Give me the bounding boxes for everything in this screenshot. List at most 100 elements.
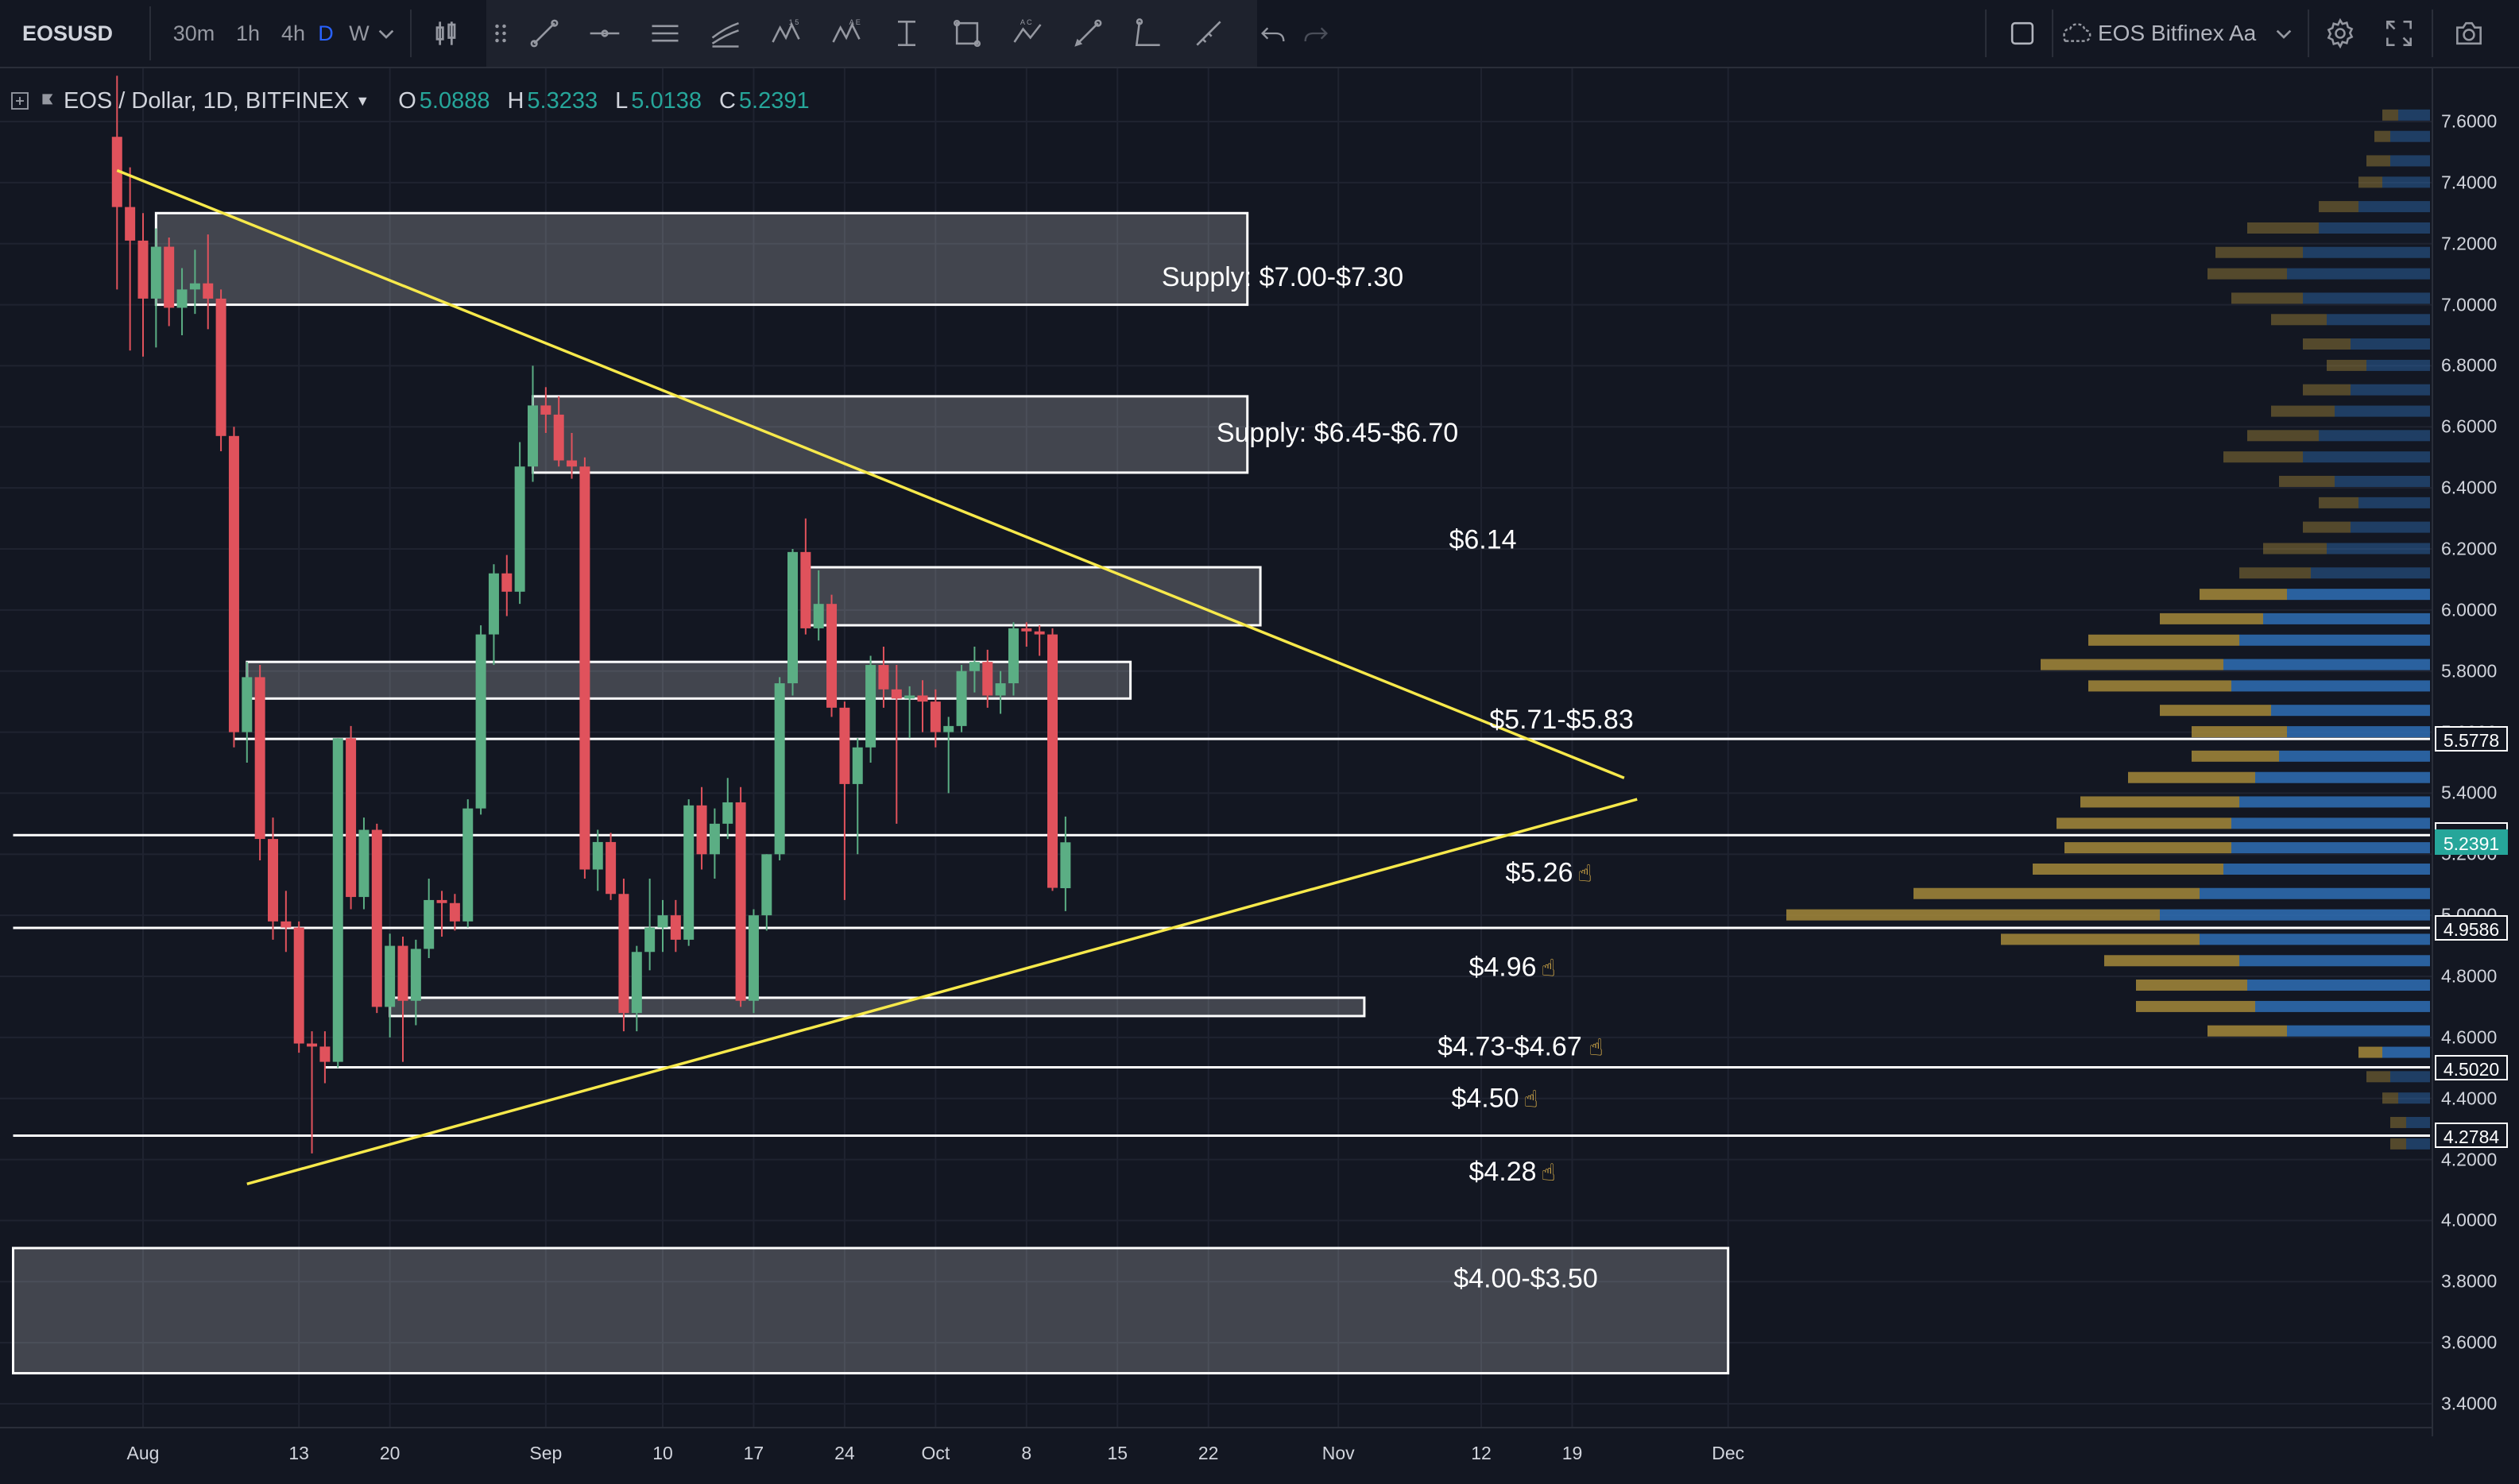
horizontal-line-icon[interactable] — [575, 6, 634, 60]
chart-canvas[interactable]: Supply: $7.00-$7.30 Supply: $6.45-$6.70 $6… — [0, 68, 2432, 1427]
interval-label: W — [349, 21, 370, 45]
fullscreen-icon[interactable] — [2370, 6, 2428, 60]
volume-profile-down-bar — [2247, 222, 2319, 234]
price-zone[interactable] — [804, 566, 1262, 627]
price-tick-label: 3.6000 — [2441, 1331, 2498, 1353]
volume-profile-down-bar — [2279, 475, 2335, 487]
volume-profile-up-bar — [2358, 497, 2430, 508]
candle-body — [631, 952, 642, 1014]
chevron-down-icon[interactable]: ▼ — [355, 92, 370, 109]
abcd-pattern-icon[interactable]: A C — [998, 6, 1057, 60]
undo-icon[interactable] — [1257, 6, 1289, 60]
interval-30m-button[interactable]: 30m — [164, 6, 224, 60]
close-label: C — [718, 87, 736, 114]
volume-profile-up-bar — [2351, 338, 2430, 350]
price-tick-label: 6.6000 — [2441, 415, 2498, 437]
volume-profile-down-bar — [2136, 980, 2247, 991]
candle-body — [410, 949, 421, 1001]
svg-text:A E: A E — [849, 18, 861, 26]
annotation-label: $4.96 — [1468, 952, 1536, 982]
interval-label: 30m — [172, 21, 215, 45]
time-axis[interactable]: Aug 13 20 Sep 10 17 24 Oct 8 15 22 Nov 12 19 Dec — [0, 1427, 2432, 1484]
time-tick-label: Oct — [921, 1443, 950, 1463]
candle-body — [553, 414, 564, 461]
trendline-ascending[interactable] — [246, 798, 1638, 1186]
pointing-hand-icon: ☝ — [1589, 1034, 1604, 1061]
symbol-title[interactable]: EOS / Dollar, 1D, BITFINEX — [64, 87, 350, 114]
measure-icon[interactable] — [1179, 6, 1238, 60]
price-axis[interactable]: 7.6000 7.4000 7.2000 7.0000 6.8000 6.6000 6.40… — [2432, 68, 2519, 1436]
layout-menu-button[interactable]: EOS Bitfinex Aa — [2057, 6, 2295, 60]
candle-body — [371, 829, 382, 1007]
square-icon[interactable] — [1995, 6, 2050, 60]
candle-body — [579, 466, 590, 870]
symbol-search-button[interactable]: EOSUSD — [8, 6, 151, 60]
candle-body — [956, 671, 967, 726]
candle-body — [242, 677, 253, 732]
price-range-icon[interactable] — [877, 6, 936, 60]
gear-icon[interactable] — [2311, 6, 2370, 60]
interval-d-button[interactable]: D — [316, 6, 335, 60]
volume-profile-down-bar — [2057, 817, 2231, 829]
xabcd-pattern-icon[interactable]: 1 5 — [756, 6, 815, 60]
candle-body — [501, 573, 513, 592]
candle-body — [618, 894, 629, 1014]
chevron-down-icon[interactable] — [2268, 6, 2300, 60]
interval-label: 4h — [281, 21, 306, 45]
trendlines[interactable] — [116, 168, 1638, 1186]
close-value: 5.2391 — [738, 87, 810, 114]
camera-icon[interactable] — [2440, 6, 2498, 60]
volume-profile — [1786, 109, 2430, 1150]
volume-profile-down-bar — [2136, 1000, 2255, 1012]
trend-line-icon[interactable] — [515, 6, 574, 60]
parallel-channel-icon[interactable] — [636, 6, 695, 60]
level-lines[interactable] — [13, 737, 2431, 1137]
brush-icon[interactable] — [1058, 6, 1117, 60]
candles-icon[interactable] — [416, 6, 475, 60]
volume-profile-down-bar — [2271, 314, 2327, 326]
chevron-down-icon[interactable] — [370, 6, 402, 60]
volume-profile-up-bar — [2382, 176, 2430, 188]
pointing-hand-icon: ☝ — [1524, 1086, 1538, 1114]
volume-profile-down-bar — [2215, 246, 2303, 258]
annotation-label: $6.14 — [1449, 524, 1516, 555]
candle-body — [215, 298, 226, 436]
volume-profile-down-bar — [2366, 155, 2390, 167]
rectangle-icon[interactable] — [938, 6, 996, 60]
candle-body — [1021, 628, 1032, 632]
interval-w-button[interactable]: W — [343, 6, 375, 60]
price-tick-label: 7.4000 — [2441, 172, 2498, 193]
low-label: L — [615, 87, 629, 114]
interval-1h-button[interactable]: 1h — [226, 6, 270, 60]
candle-body — [346, 738, 357, 898]
volume-profile-down-bar — [2247, 430, 2319, 442]
angle-icon[interactable] — [1119, 6, 1178, 60]
price-zone[interactable] — [12, 1246, 1730, 1375]
price-zone[interactable] — [154, 211, 1249, 307]
candle-body — [774, 683, 785, 855]
annotation-label: $4.00-$3.50 — [1453, 1263, 1598, 1293]
elliott-wave-icon[interactable]: A E — [817, 6, 876, 60]
pitchfork-icon[interactable] — [696, 6, 755, 60]
price-zone[interactable] — [532, 395, 1249, 474]
volume-profile-up-bar — [2279, 750, 2430, 762]
trendline-descending[interactable] — [116, 168, 1625, 779]
volume-profile-down-bar — [2239, 567, 2311, 579]
flag-icon[interactable] — [38, 89, 59, 113]
volume-profile-down-bar — [2200, 589, 2287, 601]
time-tick-label: 22 — [1198, 1443, 1219, 1463]
price-zone[interactable] — [389, 996, 1366, 1018]
volume-profile-down-bar — [2271, 405, 2335, 417]
collapse-icon[interactable] — [8, 89, 32, 113]
interval-4h-button[interactable]: 4h — [270, 6, 316, 60]
volume-profile-up-bar — [2255, 771, 2430, 783]
candle-body — [670, 915, 681, 940]
time-tick-label: Dec — [1712, 1443, 1745, 1463]
annotation-label: $5.26 — [1505, 857, 1573, 887]
candle-body — [787, 551, 798, 684]
redo-icon[interactable] — [1300, 6, 1332, 60]
volume-profile-up-bar — [2200, 933, 2430, 945]
time-tick-label: 20 — [379, 1443, 400, 1463]
drag-handle-icon[interactable] — [486, 6, 515, 60]
volume-profile-up-bar — [2351, 384, 2430, 396]
